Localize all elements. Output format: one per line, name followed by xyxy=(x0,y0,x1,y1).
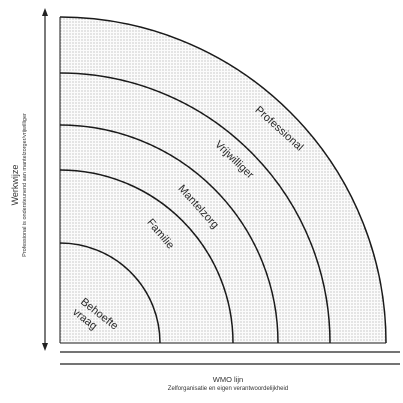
x-axis-title: WMO lijn xyxy=(213,375,243,384)
y-axis-subtitle: Professional is ondersteunend aan mantel… xyxy=(22,113,28,257)
y-axis-title: Werkwijze xyxy=(10,165,20,206)
ring-boundary-3 xyxy=(59,124,279,344)
ring-boundary-2 xyxy=(59,169,234,344)
ring-boundaries xyxy=(59,16,387,344)
ring-boundary-5 xyxy=(59,16,387,344)
x-axis-subtitle: Zelforganisatie en eigen verantwoordelij… xyxy=(168,386,288,392)
x-axis xyxy=(60,351,400,365)
y-axis-arrow-up xyxy=(42,8,48,16)
y-axis-arrow-down xyxy=(42,343,48,351)
diagram-background-fill xyxy=(60,17,386,343)
y-axis xyxy=(42,8,48,351)
ring-boundary-4 xyxy=(59,72,331,344)
ring-boundary-1 xyxy=(59,242,161,344)
